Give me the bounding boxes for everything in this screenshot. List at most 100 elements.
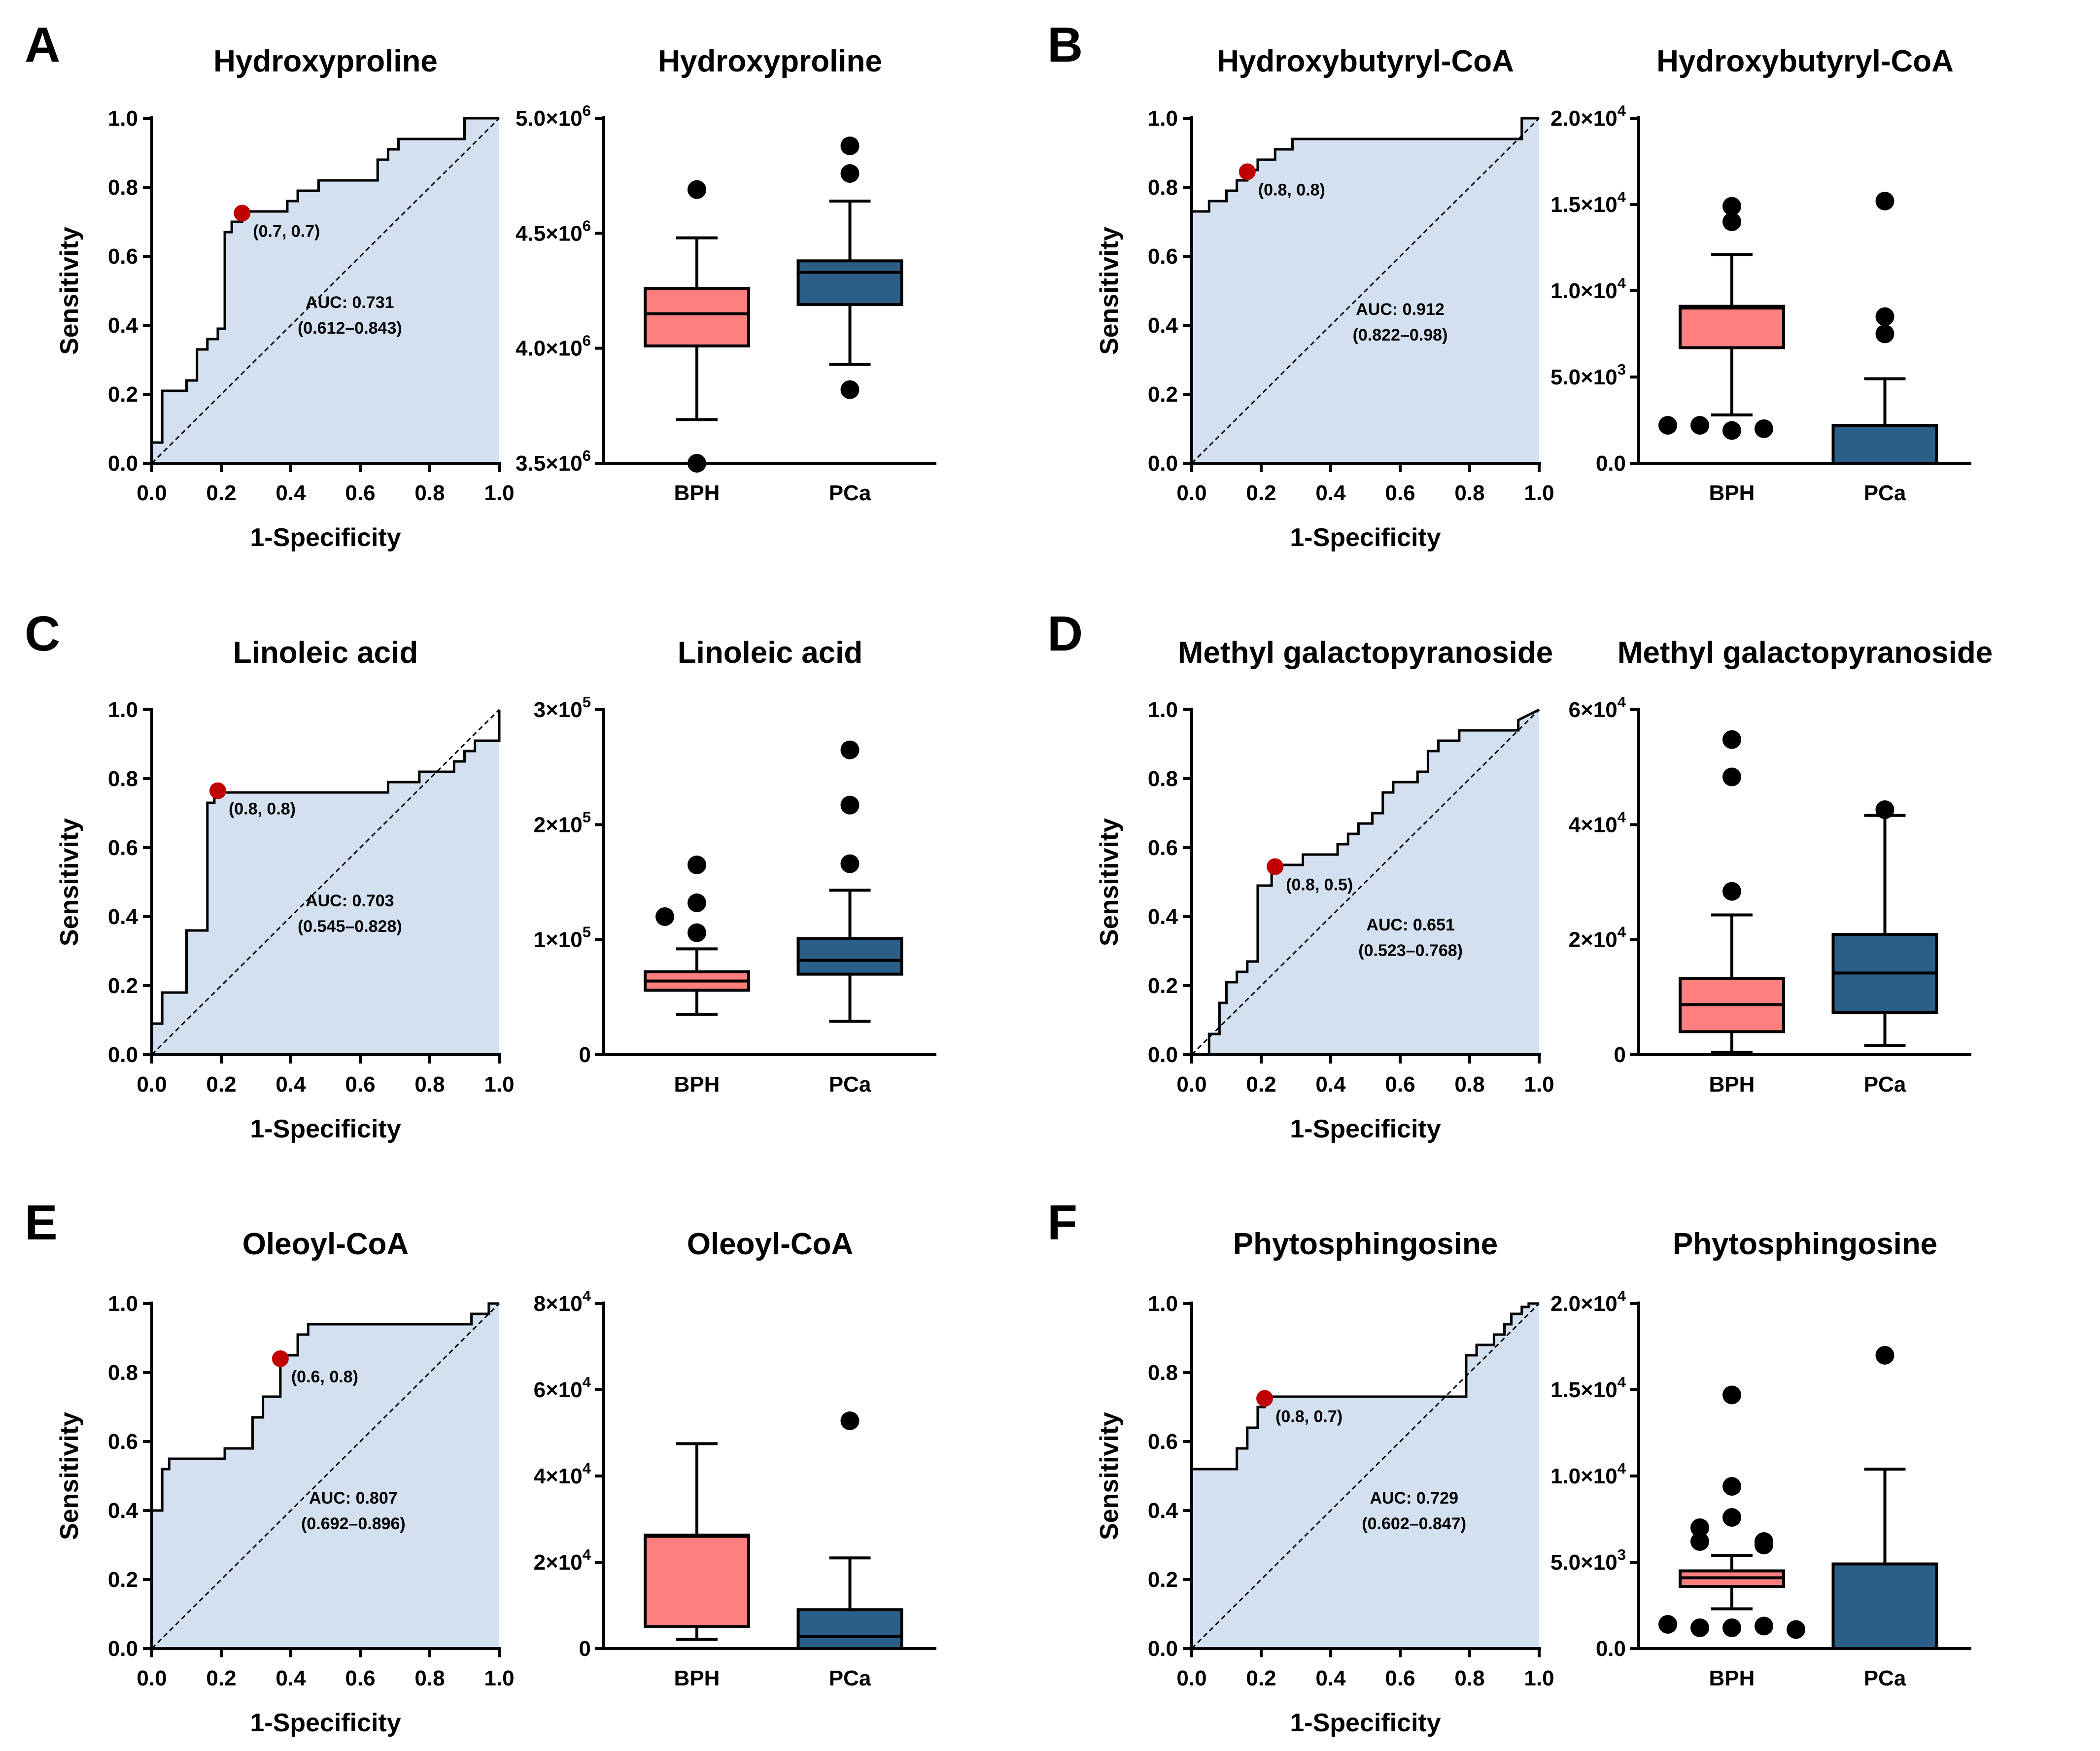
outlier-point	[688, 923, 706, 942]
y-tick-label: 1.0×104	[1550, 1460, 1626, 1488]
tick-times: ×10	[1581, 279, 1618, 303]
y-tick-label: 0.4	[1148, 905, 1178, 929]
x-tick-label: 0.0	[137, 481, 167, 505]
y-tick-label: 1.5×104	[1550, 188, 1626, 217]
iqr-box	[796, 259, 903, 306]
outlier-point	[1755, 1536, 1773, 1554]
roc-chart: Oleoyl-CoA 0.0 0.2 0.4 0.6 0.8 1.0 0.0 0.2 0.4 0.6…	[55, 1227, 515, 1737]
y-tick-label: 0.6	[108, 1430, 138, 1454]
tick-exponent: 4	[1618, 275, 1626, 292]
auc-ci-label: (0.822–0.98)	[1353, 326, 1448, 344]
x-tick-label: 1.0	[484, 481, 514, 505]
tick-mantissa: 1.5	[1550, 193, 1581, 217]
box-pca	[796, 137, 903, 399]
x-category-label: BPH	[674, 481, 720, 505]
y-tick-label: 8×104	[534, 1287, 591, 1316]
roc-curve	[1190, 1302, 1539, 1648]
outlier-point	[655, 907, 674, 926]
outlier-point	[1690, 1532, 1709, 1551]
tick-mantissa: 2	[534, 813, 546, 837]
cutoff-label: (0.8, 0.5)	[1286, 876, 1353, 894]
tick-mantissa: 4	[1569, 813, 1581, 837]
tick-times: ×10	[546, 1378, 583, 1402]
y-axis-label: Sensitivity	[55, 818, 84, 946]
panel-label: D	[1047, 606, 1083, 661]
tick-mantissa: 6	[1569, 698, 1581, 722]
outlier-point	[1722, 730, 1741, 749]
y-tick-label: 4.0×106	[516, 332, 591, 361]
tick-exponent: 4	[1618, 808, 1626, 825]
iqr-box	[1831, 424, 1938, 465]
tick-mantissa: 4.5	[516, 221, 546, 245]
x-category-label: PCa	[829, 481, 871, 505]
outlier-point	[1722, 1508, 1741, 1527]
y-tick-label: 2×104	[534, 1546, 591, 1575]
y-tick-label: 1.0	[108, 1292, 138, 1316]
tick-exponent: 3	[1618, 361, 1626, 378]
box-pca	[1831, 192, 1938, 465]
tick-mantissa: 3.5	[516, 451, 546, 476]
box-chart: Phytosphingosine0.05.0×1031.0×1041.5×104…	[1550, 1227, 1971, 1690]
outlier-point	[1875, 307, 1894, 326]
y-tick-label: 0.2	[1148, 1568, 1178, 1592]
x-tick-label: 0.0	[1176, 1072, 1206, 1097]
x-tick-label: 0.2	[206, 481, 236, 505]
y-tick-label: 0.0	[1596, 1637, 1626, 1661]
tick-times: ×10	[1581, 698, 1618, 722]
x-tick-label: 1.0	[1524, 481, 1554, 505]
auc-label: AUC: 0.731	[306, 293, 394, 312]
cutoff-point	[234, 205, 251, 222]
auc-ci-label: (0.612–0.843)	[298, 319, 402, 338]
cutoff-label: (0.8, 0.8)	[1258, 181, 1325, 200]
outlier-point	[840, 164, 860, 183]
x-category-label: PCa	[1864, 1666, 1906, 1690]
y-tick-label: 6×104	[1569, 693, 1626, 722]
x-tick-label: 0.6	[345, 1072, 375, 1097]
panel-label: C	[25, 606, 60, 661]
x-tick-label: 0.0	[137, 1072, 167, 1097]
y-tick-label: 4×104	[1569, 808, 1626, 837]
y-tick-label: 0.8	[108, 767, 138, 791]
outlier-point	[1875, 1346, 1894, 1365]
outlier-point	[688, 893, 706, 912]
tick-exponent: 4	[1618, 1460, 1626, 1477]
y-tick-label: 4×104	[534, 1460, 591, 1488]
x-axis-label: 1-Specificity	[1290, 1709, 1441, 1737]
tick-mantissa: 3	[534, 698, 546, 722]
box-bph	[644, 1442, 750, 1641]
tick-exponent: 5	[583, 808, 591, 825]
tick-exponent: 4	[1618, 1287, 1626, 1305]
x-category-label: BPH	[1709, 1072, 1755, 1097]
y-tick-label: 0.6	[1148, 244, 1178, 269]
tick-times: ×10	[546, 698, 583, 722]
x-category-label: PCa	[1864, 481, 1906, 505]
y-tick-label: 0.2	[1148, 974, 1178, 998]
y-tick-label: 0.4	[108, 905, 138, 929]
y-tick-label: 0.0	[108, 1637, 138, 1661]
tick-exponent: 4	[1618, 188, 1626, 206]
box-bph	[1658, 1385, 1805, 1639]
x-axis-label: 1-Specificity	[1290, 1115, 1441, 1143]
box-chart: Hydroxybutyryl-CoA0.05.0×1031.0×1041.5×1…	[1550, 44, 1971, 505]
tick-mantissa: 2	[1569, 928, 1581, 952]
box-bph	[1658, 197, 1785, 440]
y-tick-label: 3×105	[534, 693, 591, 722]
auc-label: AUC: 0.807	[309, 1489, 398, 1508]
y-tick-label: 0.4	[1148, 313, 1178, 338]
tick-exponent: 6	[583, 217, 591, 234]
tick-mantissa: 4	[534, 1464, 546, 1488]
cutoff-label: (0.8, 0.8)	[229, 800, 296, 819]
tick-times: ×10	[1581, 1292, 1618, 1316]
y-tick-label: 0.2	[108, 1568, 138, 1592]
roc-title: Oleoyl-CoA	[242, 1227, 409, 1261]
tick-exponent: 3	[1618, 1546, 1626, 1563]
outlier-point	[688, 180, 706, 199]
tick-times: ×10	[1581, 1550, 1618, 1575]
tick-exponent: 5	[583, 924, 591, 941]
y-axis-label: Sensitivity	[55, 1412, 84, 1540]
y-tick-label: 5.0×106	[516, 102, 591, 131]
y-tick-label: 0.8	[1148, 1361, 1178, 1385]
panel-label: E	[25, 1195, 58, 1250]
roc-curve	[1192, 708, 1540, 1056]
y-tick-label: 0.8	[108, 175, 138, 200]
